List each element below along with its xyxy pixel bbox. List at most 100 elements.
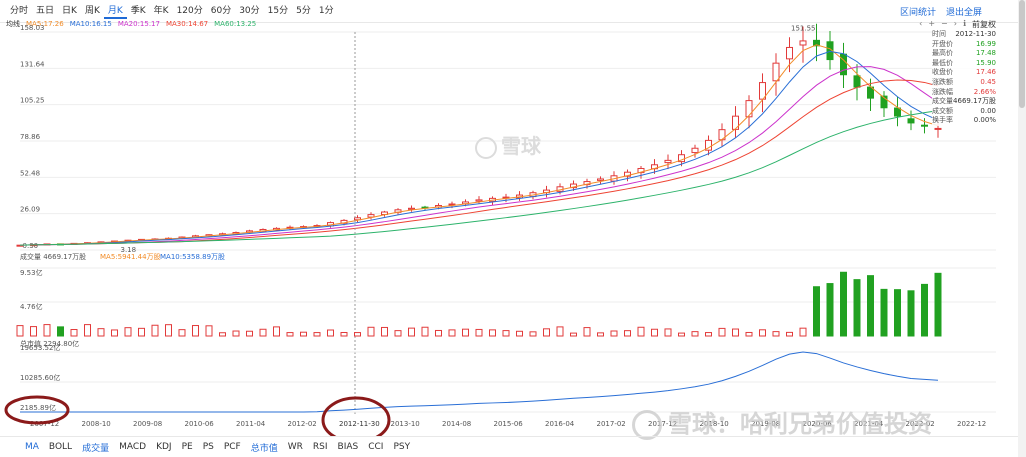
next-icon[interactable]: › [953, 19, 957, 28]
indicator-tab[interactable]: MACD [119, 442, 147, 452]
top-right-links: 区间统计 退出全屏 [900, 5, 982, 18]
indicator-tab[interactable]: PE [181, 442, 193, 452]
ma-legend-item: MA60:13.25 [214, 20, 257, 28]
volume-bar [718, 327, 726, 337]
candle-body [475, 199, 483, 202]
period-tab[interactable]: 5分 [296, 6, 311, 16]
volume-bar [475, 328, 483, 337]
period-tab[interactable]: 30分 [239, 6, 260, 16]
tooltip-value: 16.99 [975, 39, 996, 48]
zoom-in-icon[interactable]: + [928, 19, 936, 28]
volume-bar [921, 283, 928, 337]
volume-bar [448, 329, 456, 337]
volume-bar [705, 332, 712, 337]
candle-body [907, 118, 915, 124]
cap-y-tick-label: 19653.52亿 [20, 343, 60, 352]
annotation-circle [4, 395, 70, 425]
market-cap-line [20, 351, 939, 413]
volume-bar [880, 288, 888, 337]
indicator-tab[interactable]: PSY [393, 442, 411, 452]
indicator-tab[interactable]: CCI [368, 442, 384, 452]
indicator-tab[interactable]: PS [202, 442, 214, 452]
period-tab[interactable]: 120分 [176, 6, 203, 16]
volume-bar [246, 330, 253, 337]
candle-body [624, 171, 631, 177]
exit-fullscreen-link[interactable]: 退出全屏 [945, 8, 982, 18]
candle-body [853, 75, 861, 88]
indicator-tab[interactable]: RSI [312, 442, 328, 452]
candle-body [448, 203, 456, 206]
volume-bar [772, 331, 780, 337]
volume-bar [340, 331, 348, 337]
period-tab[interactable]: 季K [130, 6, 146, 16]
period-tab[interactable]: 年K [153, 6, 169, 16]
period-tab[interactable]: 日K [62, 6, 77, 16]
ma-legend-item: MA20:15.17 [117, 20, 160, 28]
volume-bar [570, 332, 577, 337]
tooltip-key: 最低价 [932, 58, 953, 67]
period-tab[interactable]: 60分 [210, 6, 232, 16]
volume-bar [300, 331, 307, 337]
ma-legend-item: MA30:14.67 [165, 20, 209, 28]
price-y-tick-label: -0.30 [20, 242, 38, 250]
period-tab[interactable]: 周K [84, 6, 100, 16]
indicator-tab[interactable]: MA [25, 442, 39, 452]
volume-bar [543, 328, 550, 337]
volume-y-tick-label: 4.76亿 [20, 302, 43, 311]
period-tab[interactable]: 1分 [318, 6, 334, 16]
range-stats-link[interactable]: 区间统计 [899, 8, 936, 18]
period-tab[interactable]: 月K [103, 5, 127, 19]
crosshair-tooltip: 时间 2012-11-30 开盘价 16.99 最高价 17.48 最低价 15.90 收盘价 1… [932, 30, 996, 126]
volume-bar [732, 328, 739, 337]
volume-bar [583, 327, 591, 337]
volume-bar [637, 326, 645, 337]
volume-bar [394, 330, 402, 337]
volume-bar [813, 286, 820, 337]
volume-bar [421, 326, 429, 337]
adjust-mode-dropdown[interactable]: 前复权 [972, 20, 996, 29]
scrollbar-thumb[interactable] [1019, 0, 1025, 108]
cap-y-tick-label: 2185.89亿 [20, 403, 56, 412]
volume-bar [70, 329, 78, 337]
annotation-circle [321, 396, 391, 436]
chart-controls: ‹ + − › ℹ 前复权 [919, 19, 996, 30]
volume-bar [867, 275, 874, 337]
indicator-tab[interactable]: 成交量 [82, 443, 110, 454]
candle-body [840, 53, 847, 76]
indicator-tab[interactable]: PCF [223, 442, 241, 452]
volume-bar [489, 329, 496, 337]
stock-chart[interactable]: 158.03 131.64 105.25 78.86 52.48 26.09 -0.30 15… [0, 0, 1018, 436]
indicator-tab[interactable]: BOLL [48, 442, 73, 452]
volume-bar [57, 326, 64, 337]
x-axis-tick-label: 2013-10 [391, 420, 420, 428]
indicator-tab[interactable]: KDJ [156, 442, 172, 452]
tooltip-row: 涨跌幅 2.66% [932, 88, 996, 98]
scrollbar[interactable] [1018, 0, 1026, 457]
volume-bar [205, 325, 213, 337]
period-tab[interactable]: 五日 [36, 6, 55, 16]
volume-bar [165, 324, 172, 337]
candle-body [691, 147, 699, 154]
period-tab[interactable]: 15分 [267, 6, 289, 16]
market-cap-legend: 总市值 2294.80亿 [20, 339, 79, 348]
top-bar: 分时 五日 日K 周K 月K 季K 年K 120分 60分 30分 15分 5分 1分 区间统计 退出全… [0, 0, 1018, 23]
volume-bar [313, 332, 321, 337]
candle-body [664, 159, 672, 164]
volume-bar [178, 329, 186, 337]
period-tab[interactable]: 分时 [10, 6, 29, 16]
volume-bar [16, 325, 24, 337]
tooltip-key: 涨跌幅 [932, 87, 953, 96]
x-axis-tick-label: 2008-10 [82, 420, 111, 428]
prev-icon[interactable]: ‹ [919, 19, 923, 28]
indicator-tab[interactable]: BIAS [337, 442, 359, 452]
volume-bar [354, 332, 361, 337]
volume-bar [529, 331, 537, 337]
volume-bar [43, 324, 51, 337]
tooltip-value: 0.45 [980, 77, 996, 86]
indicator-tab[interactable]: WR [287, 442, 303, 452]
indicator-tab[interactable]: 总市值 [250, 443, 278, 454]
ma-line [19, 110, 939, 246]
x-axis-tick-label: 2017-12 [648, 420, 677, 428]
zoom-out-icon[interactable]: − [941, 19, 948, 28]
info-icon[interactable]: ℹ [962, 19, 966, 28]
